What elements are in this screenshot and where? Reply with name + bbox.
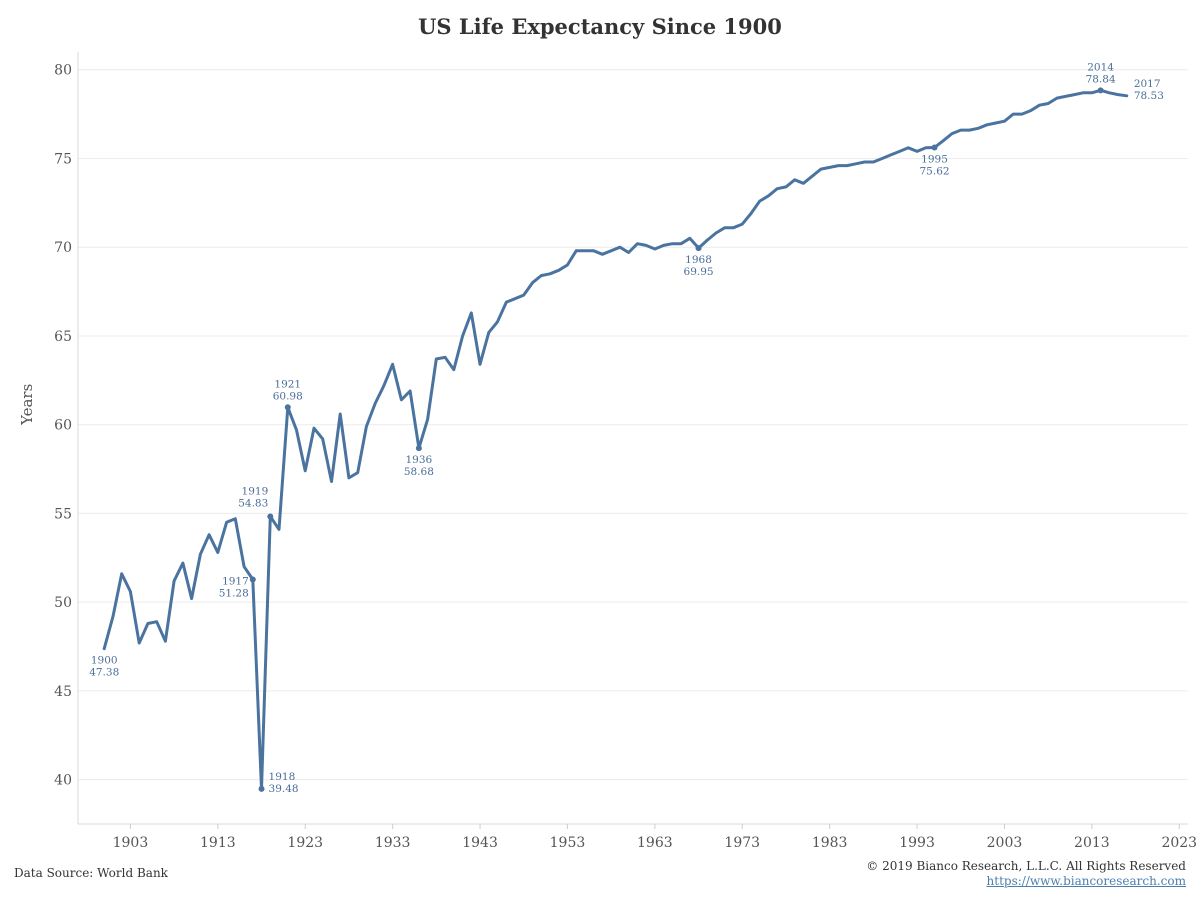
series-line bbox=[102, 88, 1129, 791]
x-tick-label: 1973 bbox=[724, 835, 760, 851]
data-point-marker bbox=[695, 245, 702, 252]
series-layer bbox=[102, 88, 1129, 791]
x-tick-label: 1963 bbox=[637, 835, 673, 851]
annotation-year: 1921 bbox=[274, 378, 301, 390]
annotation-year: 1968 bbox=[685, 254, 712, 266]
annotation-year: 2014 bbox=[1087, 61, 1114, 73]
annotation-value: 47.38 bbox=[89, 667, 119, 679]
axes: 40 45 50 55 60 65 70 75 80 1903 1913 1923 1933 1943 19… bbox=[54, 52, 1197, 851]
x-tick-label: 1913 bbox=[200, 835, 236, 851]
data-point-marker bbox=[1097, 87, 1104, 94]
grid-lines bbox=[78, 69, 1188, 781]
annotation-year: 2017 bbox=[1134, 78, 1161, 90]
annotation-value: 78.53 bbox=[1134, 90, 1164, 102]
copyright-block: © 2019 Bianco Research, L.L.C. All Right… bbox=[866, 859, 1186, 889]
x-tick-label: 2003 bbox=[987, 835, 1023, 851]
annotation-value: 51.28 bbox=[219, 587, 249, 599]
x-tick-label: 2023 bbox=[1161, 835, 1197, 851]
annotation-value: 39.48 bbox=[269, 783, 299, 795]
y-tick-label: 40 bbox=[54, 773, 72, 789]
y-tick-label: 60 bbox=[54, 418, 72, 434]
data-point-marker bbox=[267, 513, 274, 520]
y-tick-label: 65 bbox=[54, 329, 72, 345]
data-point-marker bbox=[284, 404, 291, 411]
annotation-year: 1900 bbox=[91, 655, 118, 667]
annotation-value: 58.68 bbox=[404, 466, 434, 478]
annotation-year: 1919 bbox=[242, 485, 269, 497]
x-tick-label: 1933 bbox=[375, 835, 411, 851]
copyright-text: © 2019 Bianco Research, L.L.C. All Right… bbox=[866, 859, 1186, 873]
data-point-marker bbox=[415, 445, 422, 452]
annotation-value: 75.62 bbox=[920, 165, 950, 177]
x-tick-label: 1943 bbox=[462, 835, 498, 851]
x-tick-label: 1923 bbox=[287, 835, 323, 851]
data-source-note: Data Source: World Bank bbox=[14, 866, 168, 880]
y-tick-label: 50 bbox=[54, 595, 72, 611]
y-tick-label: 70 bbox=[54, 240, 72, 256]
x-tick-label: 2013 bbox=[1074, 835, 1110, 851]
annotation-year: 1995 bbox=[921, 153, 948, 165]
y-tick-label: 45 bbox=[54, 684, 72, 700]
y-tick-label: 75 bbox=[54, 151, 72, 167]
y-tick-label: 55 bbox=[54, 506, 72, 522]
x-tick-label: 1903 bbox=[113, 835, 149, 851]
x-tick-label: 1993 bbox=[899, 835, 935, 851]
data-point-marker bbox=[258, 785, 265, 792]
annotation-value: 54.83 bbox=[238, 497, 268, 509]
data-point-marker bbox=[931, 144, 938, 151]
y-tick-label: 80 bbox=[54, 63, 72, 79]
annotation-value: 78.84 bbox=[1086, 73, 1116, 85]
x-tick-label: 1983 bbox=[812, 835, 848, 851]
annotation-value: 60.98 bbox=[273, 390, 303, 402]
chart-title: US Life Expectancy Since 1900 bbox=[418, 14, 782, 39]
annotation-year: 1936 bbox=[405, 454, 432, 466]
annotation-year: 1917 bbox=[222, 575, 249, 587]
data-point-marker bbox=[249, 576, 256, 583]
annotation-year: 1918 bbox=[269, 771, 296, 783]
annotation-value: 69.95 bbox=[684, 266, 714, 278]
x-tick-label: 1953 bbox=[550, 835, 586, 851]
website-link[interactable]: https://www.biancoresearch.com bbox=[986, 874, 1186, 888]
